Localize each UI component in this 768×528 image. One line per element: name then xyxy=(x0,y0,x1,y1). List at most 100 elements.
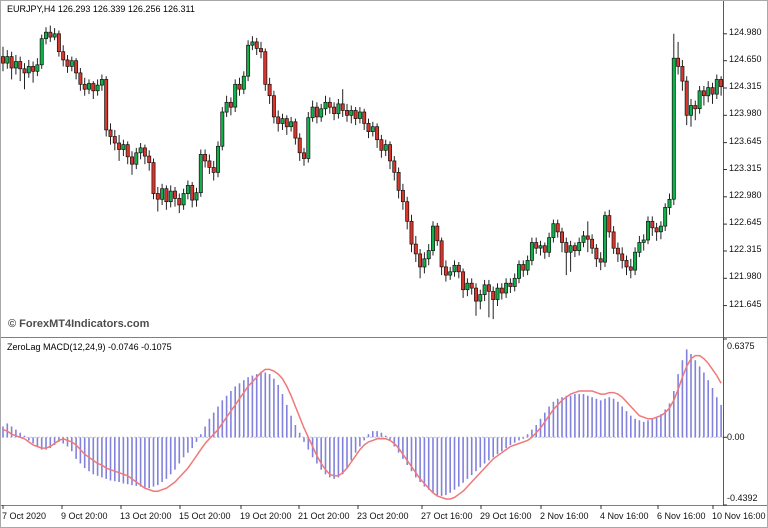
candle-body xyxy=(181,193,186,206)
candle-body xyxy=(418,253,423,268)
candle-body xyxy=(82,83,87,90)
candle-body xyxy=(603,215,607,263)
candle-body xyxy=(478,294,483,302)
candle-body xyxy=(56,33,61,53)
candle-body xyxy=(719,79,724,88)
candle-body xyxy=(9,56,14,69)
candle-body xyxy=(362,111,367,124)
candle-body xyxy=(456,264,461,273)
candle-body xyxy=(392,160,397,173)
candle-body xyxy=(216,145,220,173)
candle-body xyxy=(22,68,27,74)
candle-body xyxy=(594,247,599,260)
candle-body xyxy=(185,185,190,194)
candle-body xyxy=(61,51,66,61)
candle-body xyxy=(31,66,36,72)
candle-body xyxy=(224,101,229,113)
candle-body xyxy=(538,245,543,249)
candle-body xyxy=(465,282,470,291)
candle-body xyxy=(353,110,358,119)
macd-signal-line xyxy=(2,354,722,500)
candle-body xyxy=(379,139,384,151)
candle-body xyxy=(370,126,375,132)
candle-body xyxy=(48,31,53,38)
candle-bodies xyxy=(1,31,724,302)
candle-body xyxy=(590,238,595,249)
candle-body xyxy=(568,245,573,253)
candle-body xyxy=(474,287,478,302)
candle-body xyxy=(572,245,577,251)
candle-body xyxy=(491,291,496,300)
candle-body xyxy=(439,240,444,268)
candle-body xyxy=(624,260,629,268)
candle-body xyxy=(654,227,659,233)
candle-body xyxy=(5,56,10,64)
candle-body xyxy=(706,87,711,97)
candle-body xyxy=(517,264,521,279)
candle-body xyxy=(138,147,143,154)
candle-body xyxy=(633,251,638,271)
candle-body xyxy=(405,201,410,222)
candle-body xyxy=(521,264,526,271)
candle-body xyxy=(564,242,569,253)
candle-body xyxy=(710,87,715,95)
candle-body xyxy=(26,66,31,74)
candle-body xyxy=(314,106,319,118)
candle-body xyxy=(233,83,238,108)
candle-body xyxy=(581,235,586,243)
candle-body xyxy=(349,110,354,116)
candle-body xyxy=(443,266,448,276)
candle-body xyxy=(155,193,160,200)
candle-body xyxy=(87,83,91,90)
candle-body xyxy=(203,154,208,162)
candle-body xyxy=(276,116,281,124)
candle-body xyxy=(615,247,620,255)
candle-body xyxy=(99,79,104,86)
candle-body xyxy=(680,66,685,82)
candle-body xyxy=(228,101,233,108)
candle-body xyxy=(289,121,294,128)
candle-body xyxy=(383,144,388,151)
candle-body xyxy=(667,198,672,208)
candle-body xyxy=(560,231,564,243)
candle-body xyxy=(323,101,328,110)
candle-body xyxy=(220,111,225,147)
candle-body xyxy=(461,271,466,291)
candle-body xyxy=(78,72,83,85)
candle-body xyxy=(95,84,100,92)
candle-body xyxy=(332,106,337,114)
candle-body xyxy=(293,121,298,139)
candle-body xyxy=(534,242,539,249)
candle-body xyxy=(1,56,5,64)
candle-body xyxy=(327,101,332,108)
candle-body xyxy=(241,75,246,90)
candle-body xyxy=(69,60,74,67)
candle-body xyxy=(607,215,612,233)
candle-body xyxy=(190,185,195,201)
candle-body xyxy=(689,105,693,116)
candle-body xyxy=(650,220,655,229)
candle-body xyxy=(130,156,134,165)
candle-body xyxy=(422,258,427,268)
candle-body xyxy=(620,253,625,261)
candle-body xyxy=(280,118,285,124)
candle-body xyxy=(525,260,530,271)
candle-body xyxy=(486,284,491,292)
macd-histogram xyxy=(2,349,722,496)
candle-body xyxy=(628,266,633,271)
candle-body xyxy=(121,144,126,150)
candle-body xyxy=(254,41,259,49)
candle-body xyxy=(164,188,169,203)
candle-body xyxy=(74,60,79,74)
candle-body xyxy=(263,51,268,85)
candle-body xyxy=(284,118,289,128)
candle-body xyxy=(508,282,513,287)
candle-body xyxy=(676,57,681,67)
candle-body xyxy=(18,61,23,70)
candle-body xyxy=(194,192,199,201)
candle-body xyxy=(271,95,276,118)
candle-body xyxy=(44,31,48,40)
candle-body xyxy=(671,57,676,200)
candle-body xyxy=(641,239,646,243)
